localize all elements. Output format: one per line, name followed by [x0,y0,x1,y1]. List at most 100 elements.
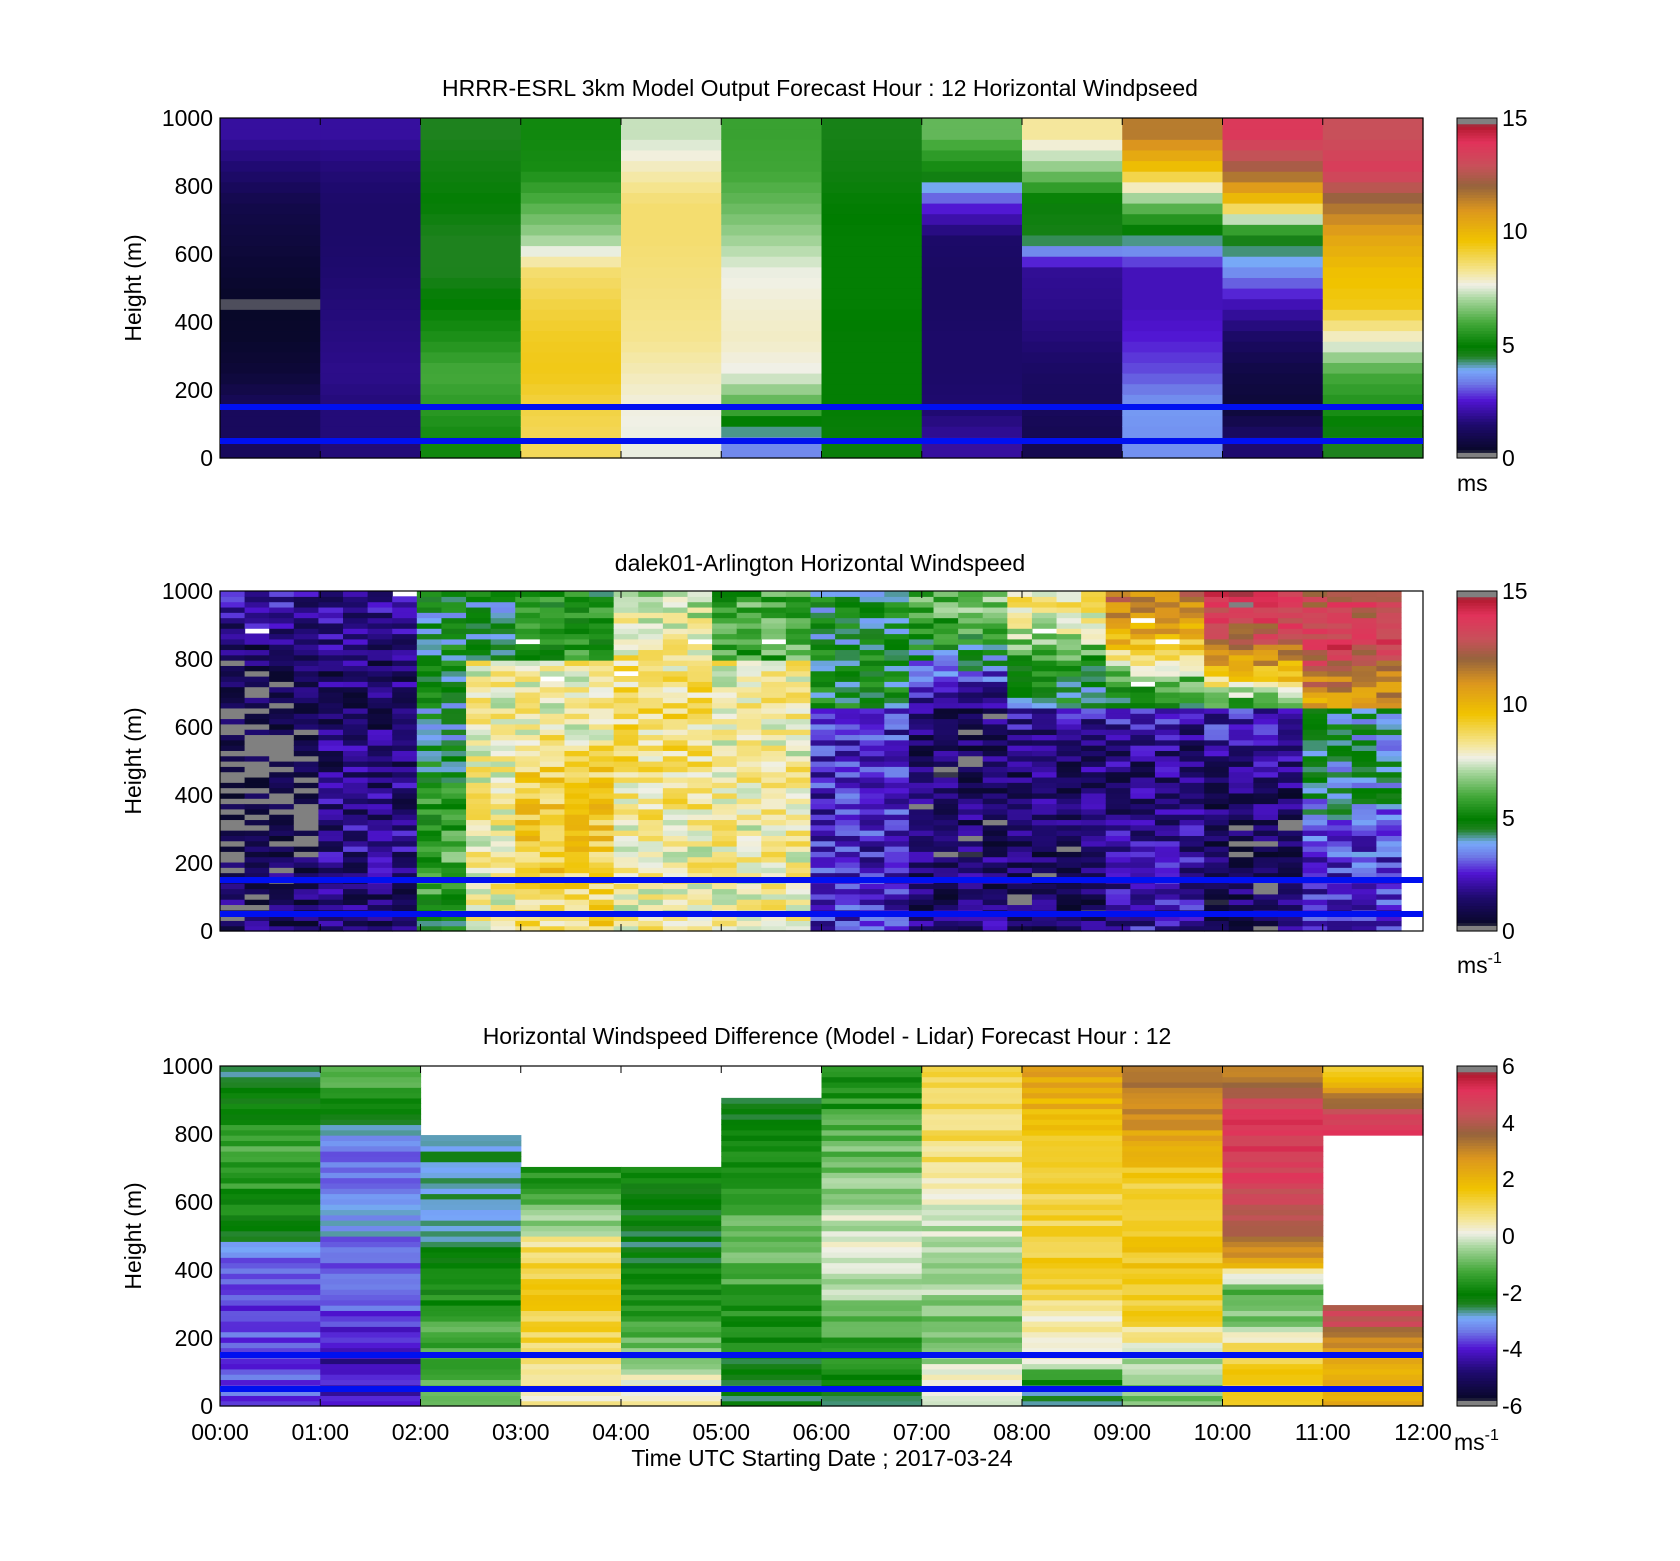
heatmap-cell [320,1161,422,1168]
colorbar-swatch [1457,752,1497,756]
heatmap-cell [244,697,270,704]
heatmap-cell [1022,266,1123,278]
heatmap-cell [1130,814,1156,821]
heatmap-cell [564,745,590,751]
heatmap-cell [539,686,566,693]
heatmap-cell [220,893,246,900]
heatmap-cell [539,840,566,847]
heatmap-cell [921,1156,1023,1163]
heatmap-cell [687,591,713,597]
heatmap-cell [420,288,522,300]
heatmap-cell [269,861,295,868]
heatmap-cell [1130,846,1156,852]
heatmap-cell [736,782,762,789]
heatmap-cell [1130,665,1156,672]
heatmap-cell [761,649,787,656]
x-tick-label: 09:00 [1093,1419,1151,1445]
heatmap-cell [712,596,738,603]
heatmap-cell [466,798,492,805]
heatmap-cell [1179,861,1205,868]
heatmap-cell [589,883,615,890]
heatmap-cell [589,713,615,720]
heatmap-cell [835,798,861,805]
heatmap-cell [1122,128,1224,140]
heatmap-cell [490,739,516,746]
heatmap-cell [220,1145,321,1152]
colorbar-swatch [1457,656,1497,660]
heatmap-cell [220,298,321,310]
colorbar-swatch [1457,443,1497,448]
heatmap-cell [1022,1326,1123,1333]
heatmap-cell [1322,1071,1424,1078]
heatmap-cell [220,1267,321,1274]
heatmap-cell [687,787,713,794]
heatmap-cell [1130,782,1156,789]
heatmap-cell [1327,766,1353,773]
heatmap-cell [1222,1283,1324,1290]
heatmap-cell [958,654,984,661]
heatmap-cell [1081,792,1107,799]
heatmap-cell [320,266,422,278]
heatmap-cell [1007,872,1033,879]
heatmap-cell [1376,591,1402,597]
heatmap-cell [1179,628,1205,635]
heatmap-cell [884,702,910,709]
heatmap-cell [392,925,418,932]
heatmap-cell [1056,654,1082,661]
heatmap-cell [392,761,418,767]
heatmap-cell [1105,798,1131,805]
heatmap-cell [613,617,639,624]
heatmap-cell [318,824,344,831]
heatmap-cell [244,808,270,815]
heatmap-cell [1204,803,1230,810]
heatmap-cell [220,1342,321,1349]
heatmap-cell [589,872,615,879]
heatmap-cell [1105,803,1131,810]
heatmap-cell [420,1294,522,1301]
heatmap-cell [712,638,738,645]
heatmap-cell [1056,803,1082,810]
heatmap-cell [1179,920,1205,927]
heatmap-cell [1154,596,1181,603]
heatmap-cell [564,612,590,619]
heatmap-cell [761,782,787,789]
heatmap-cell [220,1198,321,1205]
heatmap-cell [420,256,522,268]
heatmap-cell [466,824,492,831]
heatmap-cell [320,1066,422,1072]
heatmap-cell [420,1241,522,1248]
heatmap-cell [1327,612,1353,619]
heatmap-cell [1327,824,1353,831]
heatmap-cell [884,814,910,821]
heatmap-cell [687,861,713,868]
heatmap-cell [662,633,689,640]
colorbar-swatch [1457,180,1497,184]
heatmap-cell [884,654,910,661]
heatmap-cell [244,872,270,879]
heatmap-cell [859,915,885,921]
heatmap-cell [343,776,369,783]
colorbar-swatch [1457,375,1497,380]
heatmap-cell [1351,920,1377,927]
colorbar-swatch [1457,1372,1497,1376]
heatmap-cell [1322,1310,1424,1317]
heatmap-cell [367,628,393,635]
heatmap-cell [662,601,689,608]
heatmap-cell [638,776,664,783]
heatmap-cell [1056,638,1082,645]
heatmap-cell [821,1124,923,1131]
heatmap-cell [392,750,418,757]
heatmap-cell [1081,654,1107,661]
heatmap-cell [1228,702,1254,709]
heatmap-cell [589,755,615,762]
colorbar-swatch [1457,902,1497,907]
heatmap-cell [721,1236,823,1242]
heatmap-cell [420,1400,522,1407]
heatmap-cell [269,856,295,863]
heatmap-cell [1351,814,1377,821]
colorbar-swatch [1457,766,1497,771]
heatmap-cell [515,644,541,651]
heatmap-cell [1154,601,1181,608]
heatmap-cell [539,851,566,858]
heatmap-cell [721,1145,823,1152]
